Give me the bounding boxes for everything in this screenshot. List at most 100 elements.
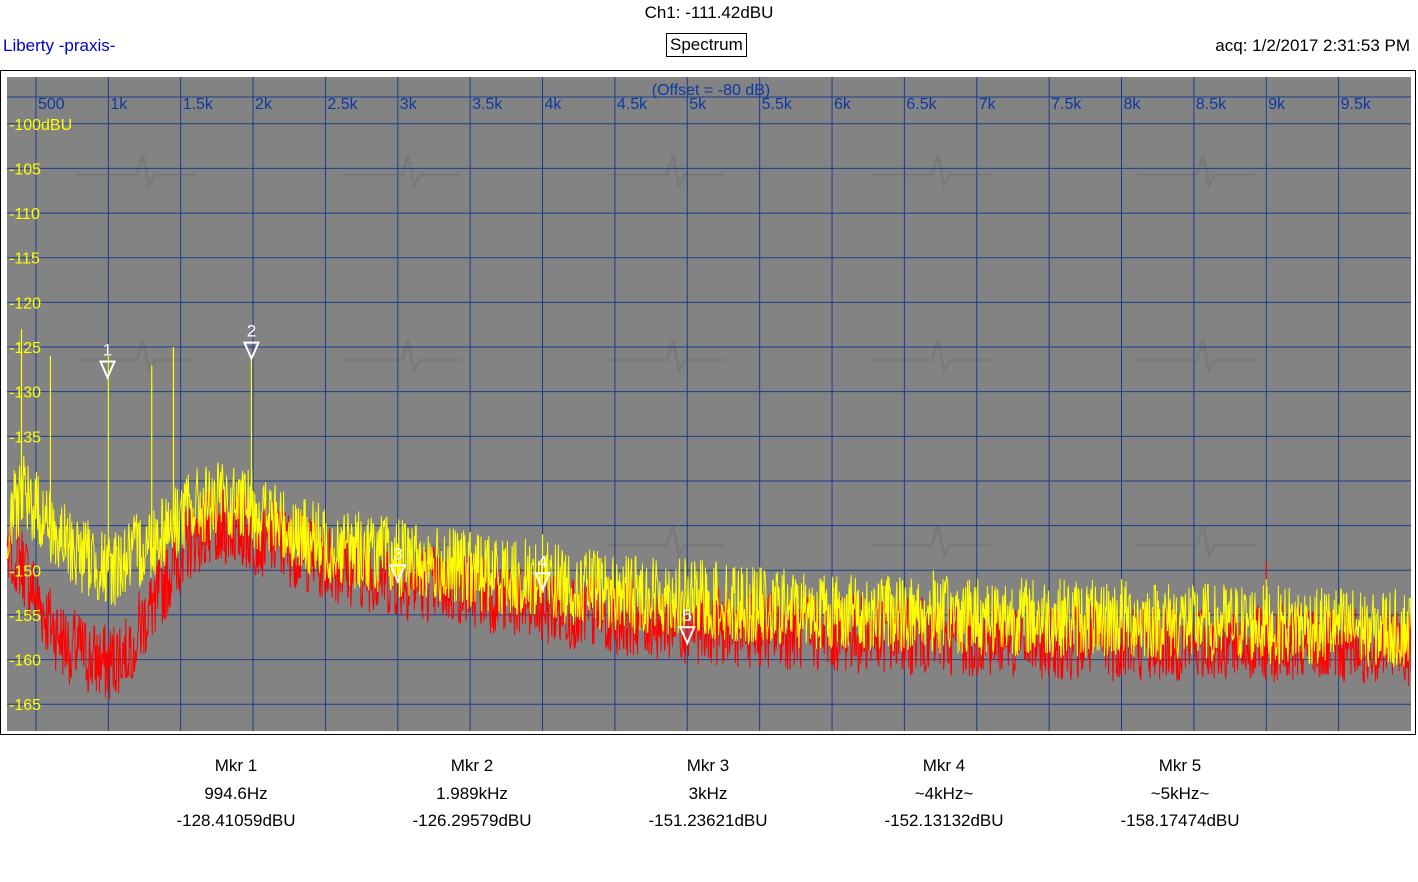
watermark-pulse [342,339,460,375]
x-tick-label: 4.5k [617,96,648,113]
marker-3[interactable]: 3 [389,544,407,584]
marker-readout-5: Mkr 5 ~5kHz~ -158.17474dBU [1080,752,1280,835]
watermark-pulse [342,154,460,190]
watermark-logo [77,339,195,375]
markers[interactable]: 1 2 3 4 5 [99,322,696,646]
watermark-pulse [607,154,725,190]
y-tick-label: -100dBU [9,117,72,134]
x-tick-label: 1.5k [183,96,214,113]
watermark-logos [77,154,1255,560]
traces [7,329,1411,699]
watermark-pulse [77,339,195,375]
marker-label: 4 [538,552,547,571]
x-tick-label: 8.5k [1196,96,1227,113]
y-tick-label: -125 [9,340,41,357]
watermark-pulse [1137,154,1255,190]
marker-readout-level: -151.23621dBU [648,811,768,830]
marker-readout-freq: 3kHz [688,783,728,803]
channel-readout: Ch1: -111.42dBU [644,3,774,22]
y-tick-label: -135 [9,429,41,446]
trace-ch1 [7,456,1411,668]
marker-readout-level: -158.17474dBU [1120,811,1240,830]
marker-readout-freq: 994.6Hz [204,783,268,803]
marker-triangle [678,626,696,646]
x-tick-label: 8k [1124,96,1142,113]
watermark-logo [342,154,460,190]
watermark-logo [1137,524,1255,560]
marker-readout-name: Mkr 5 [1158,756,1202,775]
x-tick-label: 5.5k [762,96,793,113]
y-tick-labels: -100dBU -105 -110 -115 -120 -125 -130 -135 -150 -… [9,117,72,714]
y-tick-label: -120 [9,295,41,312]
marker-readout-name: Mkr 1 [214,756,258,775]
x-tick-label: 6.5k [906,96,937,113]
watermark-pulse [1137,524,1255,560]
marker-triangle [242,341,260,362]
marker-readout-level: -126.29579dBU [412,811,532,830]
watermark-pulse [872,339,990,375]
acquisition-timestamp: acq: 1/2/2017 2:31:53 PM [1215,36,1410,55]
x-tick-label: 6k [834,96,852,113]
y-tick-label: -155 [9,608,41,625]
watermark-logo [607,154,725,190]
marker-readout-freq: ~4kHz~ [914,783,974,803]
marker-readout-4: Mkr 4 ~4kHz~ -152.13132dBU [844,752,1044,835]
y-tick-label: -150 [9,563,41,580]
watermark-logo [1137,339,1255,375]
marker-readout-freq: ~5kHz~ [1150,783,1210,803]
x-tick-label: 5k [689,96,707,113]
watermark-pulse [1137,339,1255,375]
watermark-logo [77,154,195,190]
marker-triangle [534,572,552,592]
marker-readout-2: Mkr 2 1.989kHz -126.29579dBU [372,752,572,835]
marker-triangle [389,564,407,584]
y-tick-label: -160 [9,653,41,670]
marker-readout-3: Mkr 3 3kHz -151.23621dBU [608,752,808,835]
marker-readout-name: Mkr 4 [922,756,966,775]
watermark-logo [607,524,725,560]
x-tick-label: 2.5k [327,96,358,113]
marker-readout-name: Mkr 3 [686,756,730,775]
marker-readout-name: Mkr 2 [450,756,494,775]
watermark-logo [872,154,990,190]
x-tick-label: 3.5k [472,96,503,113]
marker-label: 5 [683,606,692,625]
x-tick-label: 3k [400,96,418,113]
app-title: Liberty -praxis- [3,36,116,55]
x-tick-label: 4k [545,96,563,113]
watermark-pulse [607,524,725,560]
x-tick-label: 9.5k [1341,96,1372,113]
mode-label-spectrum[interactable]: Spectrum [666,33,747,57]
watermark-logo [872,339,990,375]
x-tick-labels: 500 1k 1.5k 2k 2.5k 3k 3.5k 4k 4.5k 5k 5.5k 6k 6.5k 7… [38,96,1372,113]
marker-4[interactable]: 4 [534,552,552,592]
watermark-logo [607,339,725,375]
marker-1[interactable]: 1 [99,340,117,380]
x-tick-label: 7.5k [1051,96,1082,113]
y-tick-label: -165 [9,697,41,714]
marker-readout-1: Mkr 1 994.6Hz -128.41059dBU [136,752,336,835]
marker-label: 3 [393,544,402,563]
x-tick-label: 1k [110,96,128,113]
y-tick-label: -105 [9,161,41,178]
watermark-logo [1137,154,1255,190]
marker-readout-level: -152.13132dBU [884,811,1004,830]
offset-note: (Offset = -80 dB) [652,82,770,99]
marker-2[interactable]: 2 [242,322,260,362]
marker-readout-freq: 1.989kHz [436,783,508,803]
marker-label: 2 [247,322,256,341]
watermark-pulse [872,524,990,560]
watermark-pulse [77,154,195,190]
marker-5[interactable]: 5 [678,606,696,646]
watermark-pulse [872,154,990,190]
watermark-pulse [607,339,725,375]
spectrum-plot[interactable]: 500 1k 1.5k 2k 2.5k 3k 3.5k 4k 4.5k 5k 5.5k 6k 6.5k 7… [7,77,1411,731]
y-tick-label: -130 [9,385,41,402]
x-tick-label: 2k [255,96,273,113]
y-tick-label: -115 [9,251,40,268]
watermark-logo [872,524,990,560]
x-tick-label: 7k [979,96,997,113]
x-tick-label: 9k [1268,96,1286,113]
x-tick-label: 500 [38,96,65,113]
watermark-logo [342,339,460,375]
